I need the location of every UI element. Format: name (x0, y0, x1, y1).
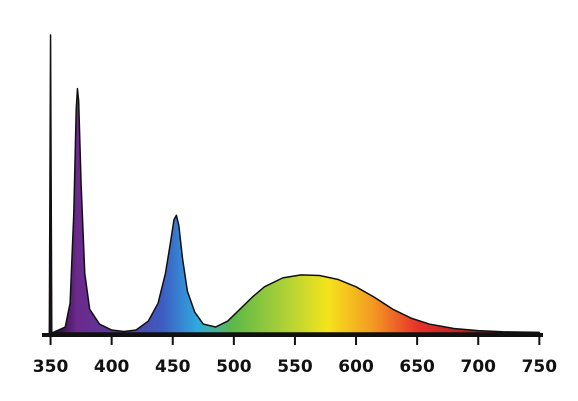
spectrum-area (48, 34, 541, 334)
x-tick-label: 650 (399, 357, 435, 377)
x-axis (42, 333, 543, 337)
x-tick-label: 750 (522, 357, 558, 377)
x-tick-label: 550 (277, 357, 313, 377)
x-tick-label: 500 (216, 357, 252, 377)
x-tick-label: 600 (338, 357, 374, 377)
x-tick-label: 400 (94, 357, 130, 377)
x-tick-label: 700 (460, 357, 496, 377)
x-tick-label: 350 (33, 357, 69, 377)
x-tick-label: 450 (155, 357, 191, 377)
